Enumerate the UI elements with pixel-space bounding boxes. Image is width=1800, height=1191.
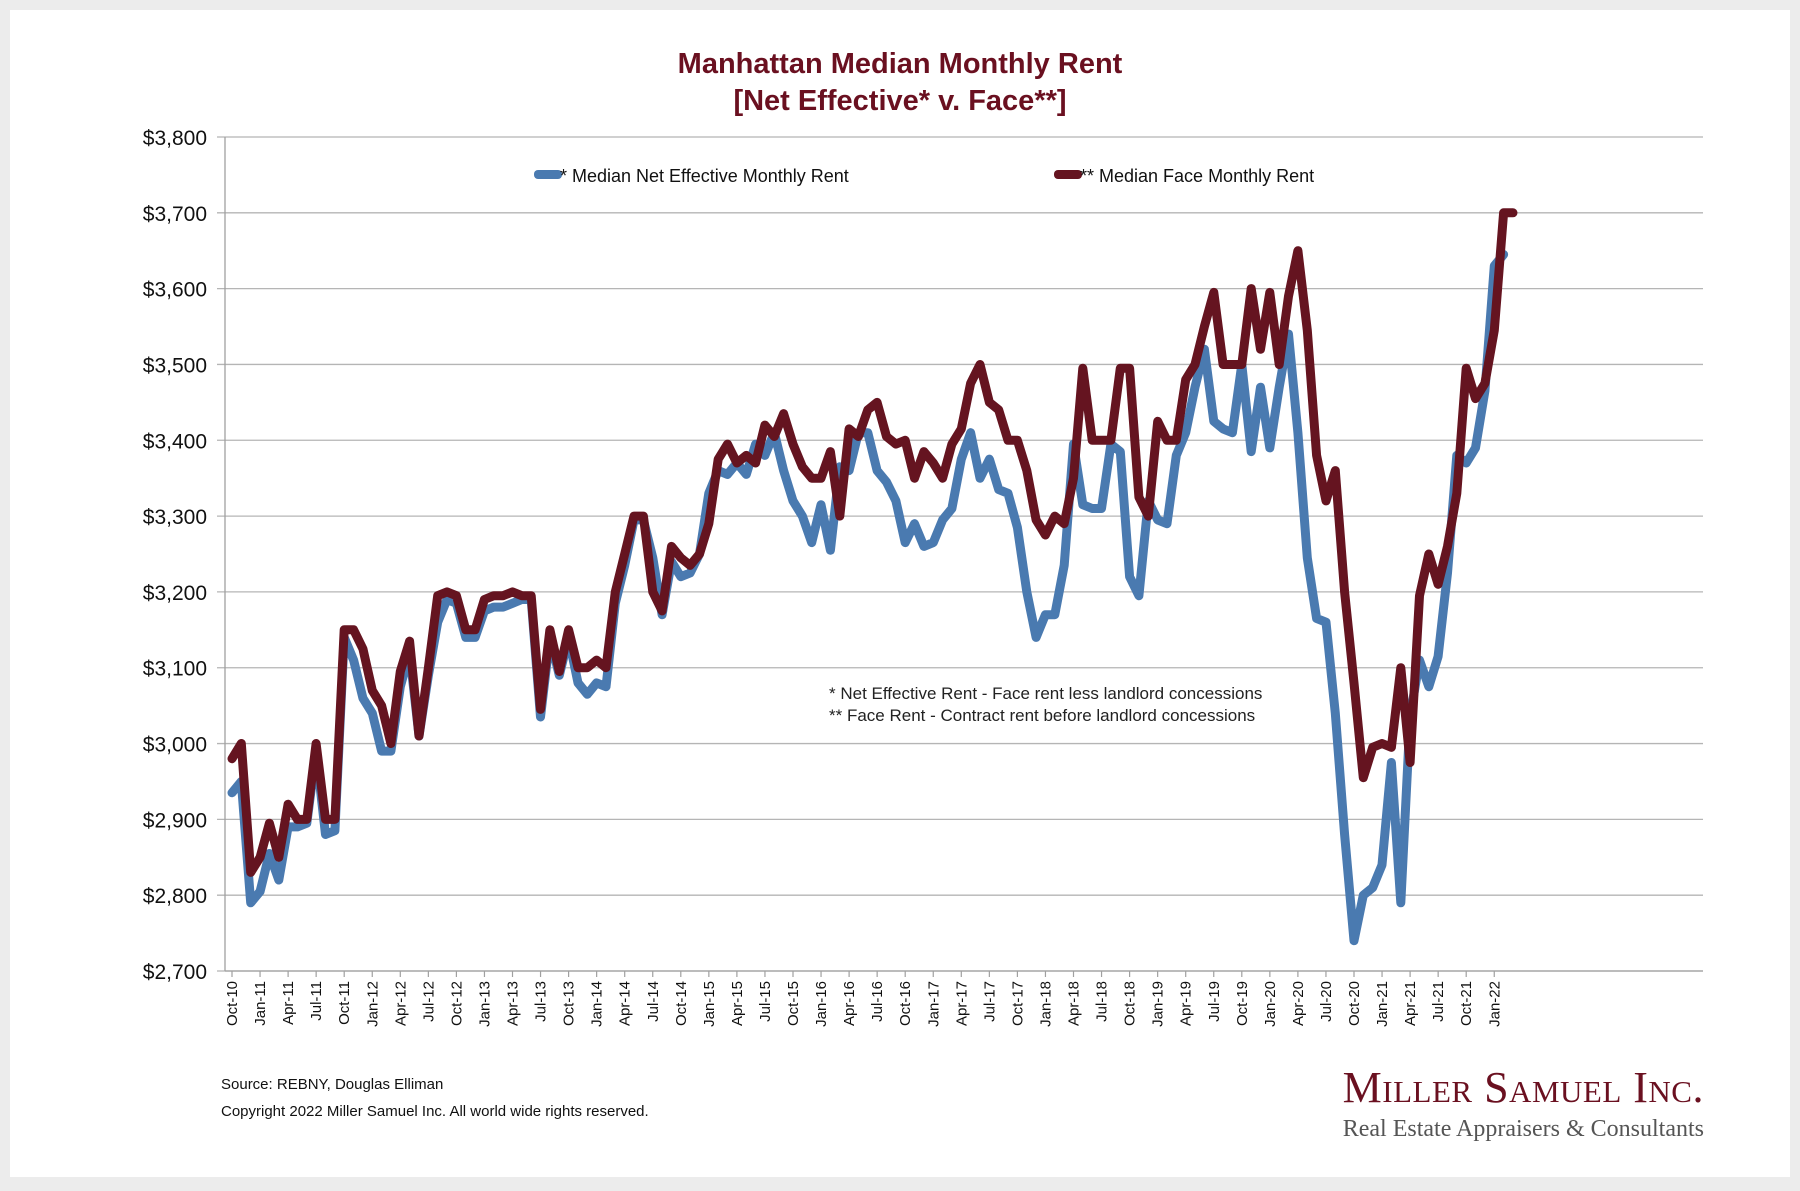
x-tick-label: Oct-20 — [1346, 981, 1363, 1026]
note-face: ** Face Rent - Contract rent before land… — [829, 706, 1255, 725]
y-tick-label: $3,100 — [143, 658, 207, 681]
note-net-effective: * Net Effective Rent - Face rent less la… — [829, 684, 1262, 703]
x-tick-label: Jul-20 — [1318, 981, 1335, 1022]
x-tick-label: Oct-13 — [561, 981, 578, 1026]
definitions-note: * Net Effective Rent - Face rent less la… — [829, 684, 1262, 725]
x-tick-label: Jan-20 — [1262, 981, 1279, 1027]
x-tick-label: Jul-13 — [533, 981, 550, 1022]
series-lines — [227, 208, 1518, 946]
x-tick-label: Oct-10 — [224, 981, 241, 1026]
x-tick-label: Oct-12 — [448, 981, 465, 1026]
x-tick-label: Jan-22 — [1486, 981, 1503, 1027]
series-line-net-effective — [227, 250, 1509, 946]
x-tick-label: Jul-16 — [869, 981, 886, 1022]
x-tick-label: Jan-14 — [589, 981, 606, 1027]
x-tick-label: Apr-16 — [841, 981, 858, 1026]
x-tick-label: Jan-16 — [813, 981, 830, 1027]
x-tick-label: Jul-18 — [1094, 981, 1111, 1022]
y-tick-label: $3,700 — [143, 203, 207, 226]
x-tick-label: Oct-16 — [897, 981, 914, 1026]
y-tick-label: $3,300 — [143, 506, 207, 529]
x-tick-label: Jan-15 — [701, 981, 718, 1027]
legend-label-net-effective: * Median Net Effective Monthly Rent — [560, 166, 849, 186]
x-tick-label: Jan-11 — [252, 981, 269, 1026]
x-tick-label: Apr-18 — [1066, 981, 1083, 1026]
chart-subtitle: [Net Effective* v. Face**] — [733, 85, 1067, 117]
x-tick-label: Apr-13 — [505, 981, 522, 1026]
x-tick-label: Jul-12 — [420, 981, 437, 1022]
x-tick-label: Apr-21 — [1402, 981, 1419, 1026]
x-tick-label: Oct-19 — [1234, 981, 1251, 1026]
x-tick-label: Jan-17 — [925, 981, 942, 1027]
series-line-face — [227, 208, 1518, 877]
y-tick-label: $3,200 — [143, 582, 207, 605]
x-tick-label: Jul-15 — [757, 981, 774, 1022]
source-note: Source: REBNY, Douglas Elliman — [221, 1076, 444, 1093]
y-tick-label: $2,700 — [143, 961, 207, 984]
x-tick-label: Oct-18 — [1122, 981, 1139, 1026]
y-tick-label: $3,800 — [143, 127, 207, 150]
x-tick-label: Jan-13 — [476, 981, 493, 1027]
x-tick-label: Apr-19 — [1178, 981, 1195, 1026]
x-tick-label: Apr-17 — [953, 981, 970, 1026]
x-tick-label: Oct-15 — [785, 981, 802, 1026]
x-tick-label: Apr-12 — [392, 981, 409, 1026]
x-tick-label: Jul-17 — [981, 981, 998, 1022]
x-tick-label: Jan-18 — [1037, 981, 1054, 1027]
gridlines — [217, 136, 1703, 972]
y-tick-label: $2,900 — [143, 809, 207, 832]
x-tick-label: Jul-14 — [645, 981, 662, 1022]
y-axis: $2,700 $2,800 $2,900 $3,000 $3,100 $3,200 $3,3… — [143, 127, 226, 984]
x-axis: Oct-10 Jan-11 Apr-11 Jul-11 Oct-11 Jan-12 Apr-… — [224, 970, 1703, 1027]
chart-title: Manhattan Median Monthly Rent — [677, 48, 1123, 80]
x-tick-label: Jan-19 — [1150, 981, 1167, 1027]
x-tick-label: Jan-12 — [364, 981, 381, 1027]
x-tick-label: Oct-17 — [1009, 981, 1026, 1026]
company-logo: Miller Samuel Inc. — [1342, 1063, 1704, 1112]
x-tick-label: Oct-11 — [336, 981, 353, 1025]
x-tick-label: Apr-15 — [729, 981, 746, 1026]
legend-swatch-net-effective — [534, 170, 562, 179]
x-tick-label: Apr-14 — [617, 981, 634, 1026]
x-tick-label: Apr-11 — [280, 981, 297, 1025]
x-tick-label: Jul-21 — [1430, 981, 1447, 1022]
x-tick-label: Apr-20 — [1290, 981, 1307, 1026]
x-tick-label: Oct-21 — [1458, 981, 1475, 1026]
x-tick-label: Jul-19 — [1206, 981, 1223, 1022]
x-tick-label: Oct-14 — [673, 981, 690, 1026]
x-tick-label: Jan-21 — [1374, 981, 1391, 1027]
chart-card — [10, 10, 1790, 1177]
y-tick-label: $3,500 — [143, 354, 207, 377]
legend: * Median Net Effective Monthly Rent ** M… — [534, 166, 1314, 186]
legend-swatch-face — [1054, 170, 1082, 179]
x-tick-label: Jul-11 — [308, 981, 325, 1021]
legend-label-face: ** Median Face Monthly Rent — [1080, 166, 1314, 186]
y-tick-label: $3,400 — [143, 430, 207, 453]
y-tick-label: $2,800 — [143, 885, 207, 908]
y-tick-label: $3,600 — [143, 279, 207, 302]
company-tagline: Real Estate Appraisers & Consultants — [1342, 1116, 1704, 1142]
y-tick-label: $3,000 — [143, 734, 207, 757]
copyright-note: Copyright 2022 Miller Samuel Inc. All wo… — [221, 1103, 649, 1120]
